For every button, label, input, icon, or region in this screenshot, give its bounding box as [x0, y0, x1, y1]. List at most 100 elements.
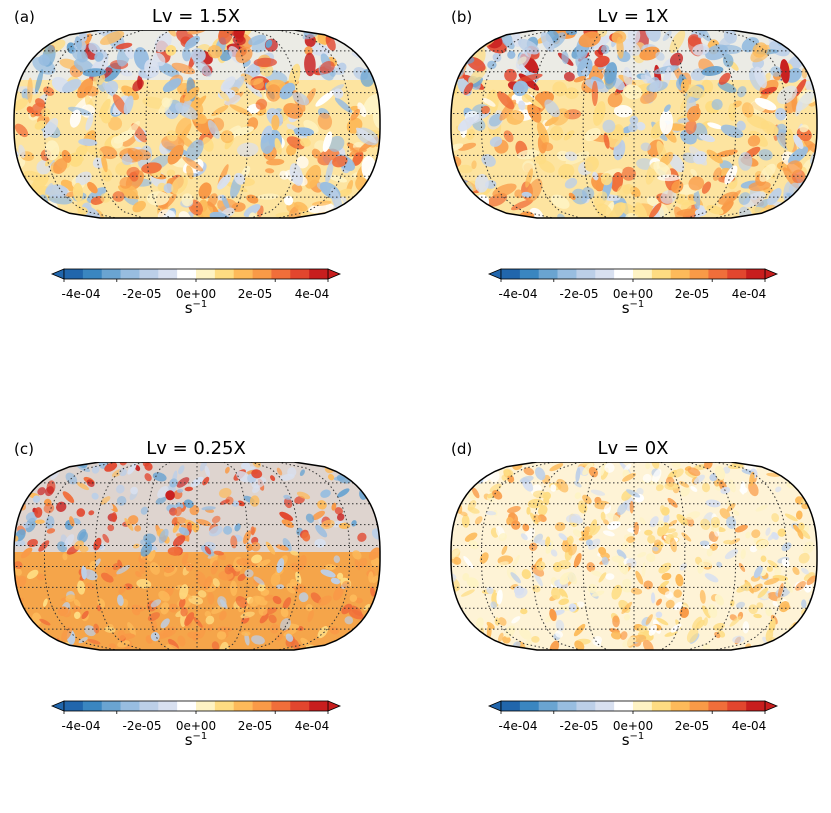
- vortex-blob: [680, 79, 689, 93]
- vortex-blob: [586, 562, 596, 573]
- vortex-blob: [84, 625, 96, 637]
- vortex-blob: [28, 199, 39, 213]
- vortex-blob: [488, 113, 503, 127]
- vortex-blob: [775, 107, 787, 121]
- vortex-blob: [640, 142, 651, 152]
- vortex-blob: [549, 608, 557, 622]
- vortex-blob: [755, 539, 768, 551]
- tick-label: -4e-04: [498, 287, 538, 301]
- vortex-blob: [301, 531, 311, 542]
- vortex-blob: [629, 115, 639, 125]
- colorbar-swatch: [651, 269, 672, 279]
- vortex-blob: [281, 519, 294, 528]
- vortex-blob: [658, 562, 672, 574]
- vortex-blob: [629, 500, 634, 514]
- vortex-blob: [21, 633, 32, 647]
- panel-d: (d) Lv = 0X -4e-04 -2e-05 0e+00 2e-05 4e…: [437, 432, 831, 813]
- vortex-blob: [802, 51, 815, 63]
- colorbar-swatch: [64, 701, 84, 711]
- vortex-blob: [101, 168, 113, 182]
- vortex-blob: [76, 508, 86, 517]
- vortex-blob: [24, 626, 35, 639]
- vortex-blob: [451, 143, 464, 152]
- vortex-blob: [669, 52, 684, 67]
- meridian-line: [660, 30, 686, 218]
- vortex-blob: [286, 586, 296, 594]
- vortex-blob: [626, 558, 637, 568]
- vortex-blob: [352, 30, 364, 39]
- vortex-blob: [213, 550, 225, 556]
- vortex-blob: [197, 590, 207, 598]
- vortex-blob: [171, 517, 178, 525]
- vortex-blob: [230, 580, 238, 596]
- vortex-blob: [738, 562, 746, 572]
- tick-label: -2e-05: [122, 719, 162, 733]
- vortex-blob: [451, 47, 466, 64]
- vortex-blob: [96, 604, 102, 612]
- unit-base: s: [621, 299, 630, 317]
- vortex-blob: [44, 486, 55, 497]
- meridian-line: [250, 462, 300, 650]
- vortex-blob: [155, 496, 167, 505]
- vortex-blob: [639, 46, 660, 61]
- vortex-blob: [355, 597, 363, 604]
- vortex-blob: [259, 613, 269, 624]
- vortex-blob: [346, 636, 361, 646]
- vortex-blob: [18, 480, 26, 488]
- vortex-blob: [774, 566, 782, 576]
- vortex-blob: [251, 462, 261, 468]
- vortex-blob: [760, 86, 777, 95]
- map-plot: [450, 462, 818, 651]
- vortex-blob: [669, 537, 677, 553]
- vortex-blob: [218, 90, 230, 102]
- vortex-blob: [804, 621, 814, 632]
- colorbar-swatch: [214, 701, 235, 711]
- colorbar-swatch: [158, 269, 178, 279]
- colorbar-arrow-right: [327, 700, 342, 712]
- vortex-blob: [257, 583, 266, 592]
- vortex-blob: [315, 524, 328, 538]
- vortex-blob: [253, 576, 265, 585]
- vortex-blob: [286, 136, 305, 150]
- panel-a: (a) Lv = 1.5X -4e-04 -2e-05 0e+00 2e-05 …: [0, 0, 415, 381]
- vortex-blob: [184, 35, 200, 49]
- vortex-blob: [236, 142, 259, 157]
- vortex-blob: [211, 641, 220, 650]
- vortex-blob: [639, 517, 646, 525]
- vortex-blob: [573, 75, 586, 83]
- vortex-blob: [86, 145, 104, 159]
- vortex-blob: [565, 513, 581, 523]
- vortex-blob: [140, 553, 148, 566]
- vortex-blob: [57, 606, 69, 616]
- vortex-blob: [693, 189, 701, 211]
- vortex-blob: [36, 212, 51, 218]
- vortex-blob: [328, 135, 345, 152]
- vortex-blob: [317, 500, 327, 510]
- vortex-blob: [216, 631, 227, 640]
- vortex-blob: [292, 92, 310, 106]
- vortex-blob: [578, 535, 593, 541]
- vortex-blob: [795, 581, 806, 591]
- vortex-blob: [475, 465, 491, 472]
- vortex-blob: [204, 610, 211, 618]
- vortex-blob: [336, 513, 345, 521]
- vortex-blob: [289, 581, 300, 587]
- colorbar-swatch: [196, 269, 216, 279]
- vortex-blob: [611, 584, 622, 600]
- vortex-blob: [653, 539, 662, 547]
- vortex-blob: [240, 611, 255, 619]
- vortex-blob: [78, 636, 88, 644]
- vortex-blob: [330, 577, 341, 585]
- vortex-blob: [724, 549, 739, 560]
- vortex-blob: [119, 177, 133, 189]
- vortex-blob: [527, 102, 542, 123]
- vortex-blob: [101, 154, 108, 173]
- vortex-blob: [82, 68, 107, 77]
- vortex-blob: [300, 637, 310, 647]
- vortex-blob: [305, 513, 315, 523]
- colorbar-swatch: [233, 701, 253, 711]
- meridian-line: [481, 462, 554, 650]
- vortex-blob: [459, 511, 468, 517]
- vortex-blob: [283, 102, 304, 119]
- vortex-blob: [26, 643, 35, 650]
